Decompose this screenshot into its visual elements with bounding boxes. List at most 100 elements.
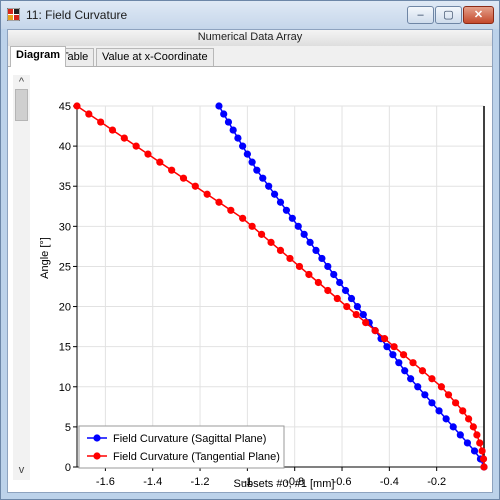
y-tick-label: 0 bbox=[65, 462, 71, 474]
data-point-sagittal bbox=[234, 134, 242, 142]
tab-diagram[interactable]: Diagram bbox=[10, 46, 67, 67]
data-point-sagittal bbox=[395, 359, 403, 367]
maximize-button[interactable]: ▢ bbox=[435, 6, 462, 24]
title-bar[interactable]: 11: Field Curvature – ▢ ✕ bbox=[1, 1, 499, 29]
data-point-tangential bbox=[191, 182, 199, 190]
data-point-sagittal bbox=[389, 351, 397, 359]
data-point-sagittal bbox=[300, 230, 308, 238]
data-point-sagittal bbox=[336, 278, 344, 287]
data-point-tangential bbox=[362, 319, 370, 327]
data-point-sagittal bbox=[288, 214, 296, 222]
y-axis-label: Angle [°] bbox=[39, 237, 51, 279]
y-tick-label: 15 bbox=[59, 342, 71, 354]
x-tick-label: -1.4 bbox=[143, 476, 162, 488]
x-tick-label: -0.8 bbox=[285, 476, 304, 488]
data-point-tangential bbox=[120, 134, 128, 142]
data-point-tangential bbox=[452, 399, 460, 407]
data-point-sagittal bbox=[229, 126, 237, 134]
data-point-tangential bbox=[179, 174, 188, 182]
data-point-sagittal bbox=[383, 343, 391, 351]
data-point-tangential bbox=[352, 310, 360, 319]
window-title: 11: Field Curvature bbox=[26, 8, 128, 22]
data-point-tangential bbox=[473, 431, 481, 439]
data-point-sagittal bbox=[318, 254, 326, 263]
data-point-sagittal bbox=[421, 391, 429, 399]
app-icon bbox=[7, 8, 20, 21]
data-point-tangential bbox=[267, 238, 275, 246]
data-point-sagittal bbox=[456, 431, 464, 439]
data-point-sagittal bbox=[239, 142, 247, 150]
data-point-tangential bbox=[97, 118, 105, 126]
data-point-tangential bbox=[418, 367, 427, 375]
data-point-tangential bbox=[276, 246, 285, 254]
diagram-panel: ^ v -1.6 -1.4 -1.2 -1 -0.8 -0.6 -0.4 -0.2 0 5 10 15… bbox=[8, 67, 492, 492]
data-point-sagittal bbox=[428, 399, 436, 407]
legend-marker-sagittal bbox=[93, 434, 101, 442]
data-point-tangential bbox=[479, 455, 488, 463]
data-point-tangential bbox=[437, 383, 446, 391]
data-point-tangential bbox=[168, 166, 176, 174]
y-tick-label: 30 bbox=[59, 221, 71, 233]
data-point-sagittal bbox=[435, 407, 443, 415]
data-point-sagittal bbox=[220, 110, 228, 118]
x-tick-label: -1.6 bbox=[96, 476, 115, 488]
data-point-tangential bbox=[73, 102, 81, 110]
maximize-icon: ▢ bbox=[443, 9, 454, 21]
client-area: Numerical Data Array Diagram Table Value… bbox=[7, 29, 493, 493]
scroll-thumb[interactable] bbox=[15, 89, 28, 121]
tab-value-at-x-coordinate[interactable]: Value at x-Coordinate bbox=[96, 48, 214, 66]
data-point-tangential bbox=[476, 439, 484, 447]
data-point-sagittal bbox=[341, 286, 350, 295]
data-point-sagittal bbox=[442, 415, 450, 423]
data-point-sagittal bbox=[253, 166, 261, 174]
data-point-tangential bbox=[215, 198, 223, 206]
data-point-sagittal bbox=[224, 118, 233, 126]
close-icon: ✕ bbox=[473, 9, 484, 21]
vertical-scrollbar[interactable]: ^ v bbox=[13, 75, 30, 480]
data-point-sagittal bbox=[407, 375, 415, 383]
series-line-sagittal bbox=[218, 105, 485, 468]
data-point-tangential bbox=[305, 270, 313, 279]
data-point-sagittal bbox=[282, 206, 291, 214]
legend-box bbox=[78, 425, 285, 469]
chart-legend: Field Curvature (Sagittal Plane) Field C… bbox=[78, 425, 285, 469]
data-point-tangential bbox=[314, 278, 322, 287]
minimize-button[interactable]: – bbox=[407, 6, 434, 24]
data-point-sagittal bbox=[463, 439, 472, 447]
data-point-sagittal bbox=[248, 158, 256, 166]
data-point-sagittal bbox=[270, 190, 279, 198]
data-point-sagittal bbox=[330, 270, 338, 279]
x-tick-label: -0.4 bbox=[380, 476, 399, 488]
tab-strip: Diagram Table Value at x-Coordinate bbox=[8, 46, 492, 67]
data-point-sagittal bbox=[449, 423, 457, 431]
x-tick-label: -0.6 bbox=[333, 476, 352, 488]
data-point-tangential bbox=[239, 214, 247, 222]
legend-label-sagittal: Field Curvature (Sagittal Plane) bbox=[113, 433, 266, 445]
data-point-tangential bbox=[227, 206, 235, 214]
data-point-tangential bbox=[324, 286, 332, 295]
legend-marker-tangential bbox=[93, 452, 101, 460]
minimize-icon: – bbox=[417, 9, 424, 21]
data-point-sagittal bbox=[259, 174, 267, 182]
y-tick-label: 35 bbox=[59, 181, 71, 193]
data-point-sagittal bbox=[215, 102, 223, 110]
y-tick-label: 45 bbox=[59, 101, 71, 113]
data-point-tangential bbox=[480, 463, 488, 471]
data-point-sagittal bbox=[401, 367, 409, 375]
x-axis-label: Subsets #0, #1 [mm] bbox=[234, 478, 335, 490]
scroll-up-icon[interactable]: ^ bbox=[18, 76, 25, 88]
y-tick-label: 25 bbox=[59, 261, 71, 273]
scroll-down-icon[interactable]: v bbox=[18, 464, 25, 476]
data-point-tangential bbox=[371, 327, 379, 335]
data-point-tangential bbox=[286, 254, 294, 263]
close-button[interactable]: ✕ bbox=[463, 6, 494, 24]
data-point-tangential bbox=[132, 142, 140, 150]
x-tick-label: -0.2 bbox=[427, 476, 446, 488]
data-point-tangential bbox=[156, 158, 164, 166]
field-curvature-chart[interactable]: -1.6 -1.4 -1.2 -1 -0.8 -0.6 -0.4 -0.2 0 5 10 15 20 25… bbox=[8, 67, 492, 492]
data-point-sagittal bbox=[470, 447, 479, 455]
section-header: Numerical Data Array bbox=[8, 30, 492, 47]
data-point-tangential bbox=[390, 343, 398, 351]
data-point-tangential bbox=[85, 110, 93, 118]
